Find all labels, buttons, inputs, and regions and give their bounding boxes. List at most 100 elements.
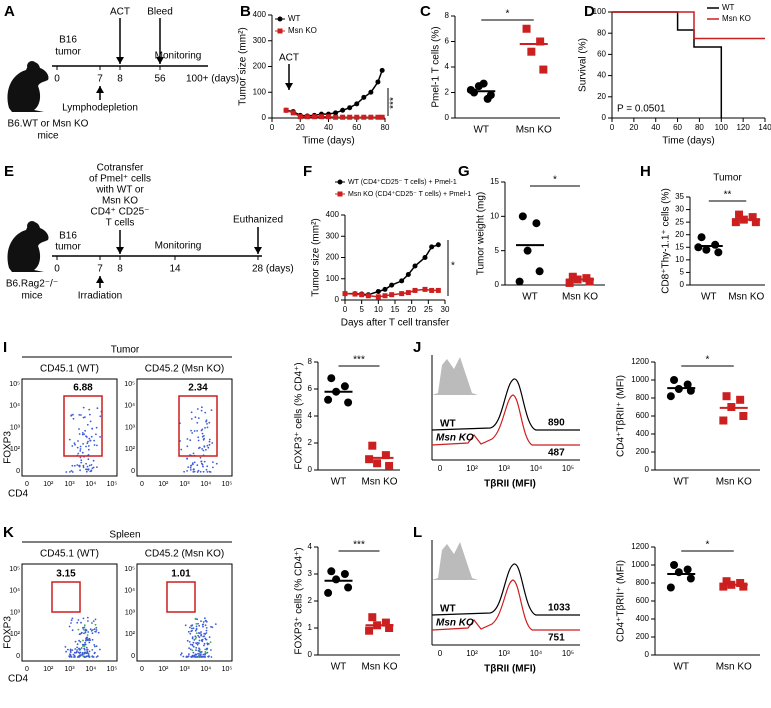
flow-y-tick-label: 10² [125, 446, 136, 453]
annotation: * [451, 261, 455, 272]
flow-event [189, 626, 191, 629]
flow-x-tick-label: 10⁴ [85, 481, 96, 488]
flow-event [186, 438, 189, 440]
x-tick-label: 0 [343, 305, 348, 314]
data-point [359, 292, 365, 298]
y-tick-label: 1000 [631, 560, 649, 569]
flow-event [86, 649, 88, 651]
data-point [381, 451, 390, 460]
flow-event [69, 471, 71, 473]
mouse-icon [7, 222, 49, 272]
data-point [368, 89, 374, 95]
flow-x-tick-label: 10⁵ [222, 666, 233, 673]
data-point [368, 114, 374, 120]
hist-label: Msn KO [436, 618, 474, 629]
y-tick-label: 80 [597, 28, 606, 37]
flow-event [96, 444, 98, 447]
flow-event [209, 471, 212, 473]
timeline-tick-label: 8 [117, 264, 123, 275]
flow-event [204, 624, 207, 627]
flow-event [93, 652, 96, 655]
data-point [719, 582, 728, 591]
data-point [697, 233, 706, 242]
mouse-icon [7, 62, 49, 112]
flow-x-tick-label: 10³ [179, 666, 190, 673]
flow-event [84, 416, 86, 418]
flow-event [189, 466, 192, 469]
flow-event [93, 628, 96, 631]
y-tick-label: 600 [636, 596, 650, 605]
flow-event [86, 651, 89, 654]
flow-event [76, 621, 79, 624]
flow-event [73, 442, 76, 444]
flow-event [85, 646, 88, 649]
data-point [435, 287, 441, 293]
flow-event [192, 471, 195, 473]
mouse-ear [27, 61, 37, 71]
hist-value: 890 [548, 418, 565, 429]
flow-event [200, 460, 203, 463]
flow-event [87, 631, 90, 633]
data-point [340, 570, 349, 578]
flow-event [195, 623, 198, 625]
flow-event [78, 652, 81, 654]
data-point [333, 110, 339, 116]
data-point [365, 626, 374, 635]
flow-y-tick-label: 10³ [125, 609, 136, 616]
y-tick-label: 6 [308, 384, 313, 393]
flow-event [87, 445, 90, 447]
flow-gate [166, 581, 196, 613]
arrow-head [156, 57, 164, 64]
flow-event [65, 471, 68, 473]
flow-event [89, 413, 91, 416]
flow-event [77, 440, 79, 442]
flow-event [86, 423, 89, 426]
x-tick-label: 40 [651, 123, 660, 132]
flow-event [197, 652, 200, 655]
flow-event [67, 648, 69, 651]
x-tick-label: 40 [324, 123, 333, 132]
chart-title: Tumor [713, 173, 742, 184]
flow-event [196, 656, 199, 658]
flow-event [83, 433, 85, 435]
flow-event [85, 445, 87, 448]
flow-event [182, 655, 185, 658]
flow-event [180, 652, 183, 655]
flow-event [204, 427, 206, 429]
y-tick-label: 25 [675, 217, 684, 226]
flow-event [196, 471, 199, 473]
annotation: * [553, 175, 557, 186]
flow-event [189, 469, 192, 471]
flow-event [200, 631, 203, 633]
flow-event [211, 442, 214, 444]
mouse-ear [27, 221, 37, 231]
flow-event [200, 656, 203, 658]
flow-event [206, 426, 209, 429]
flow-event [208, 440, 211, 443]
x-tick-label: Msn KO [516, 125, 552, 136]
flow-event [83, 628, 85, 631]
x-tick-label: 0 [270, 123, 275, 132]
flow-event [194, 618, 197, 620]
flow-event [95, 656, 98, 658]
data-point [479, 79, 488, 88]
x-tick-label: WT [673, 477, 689, 488]
arrow-head [116, 247, 124, 254]
data-point [361, 114, 367, 120]
timeline-tick-label: 0 [54, 74, 60, 85]
panel-letter: C [420, 3, 431, 20]
timeline-text: B6.WT or Msn KO [8, 119, 89, 130]
flow-event [203, 642, 206, 645]
flow-y-tick-label: 10⁵ [124, 566, 135, 573]
flow-event [197, 632, 200, 634]
flow-event [194, 629, 197, 632]
timeline-tick-label: 7 [97, 74, 103, 85]
flow-x-tick-label: 0 [140, 481, 144, 488]
flow-y-tick-label: 10⁵ [9, 566, 20, 573]
data-point [731, 218, 740, 227]
hist-x-tick-label: 10⁵ [562, 464, 574, 473]
flow-x-tick-label: 10² [158, 666, 169, 673]
flow-event [94, 645, 96, 648]
y-tick-label: 400 [253, 10, 267, 19]
data-point [368, 613, 377, 622]
